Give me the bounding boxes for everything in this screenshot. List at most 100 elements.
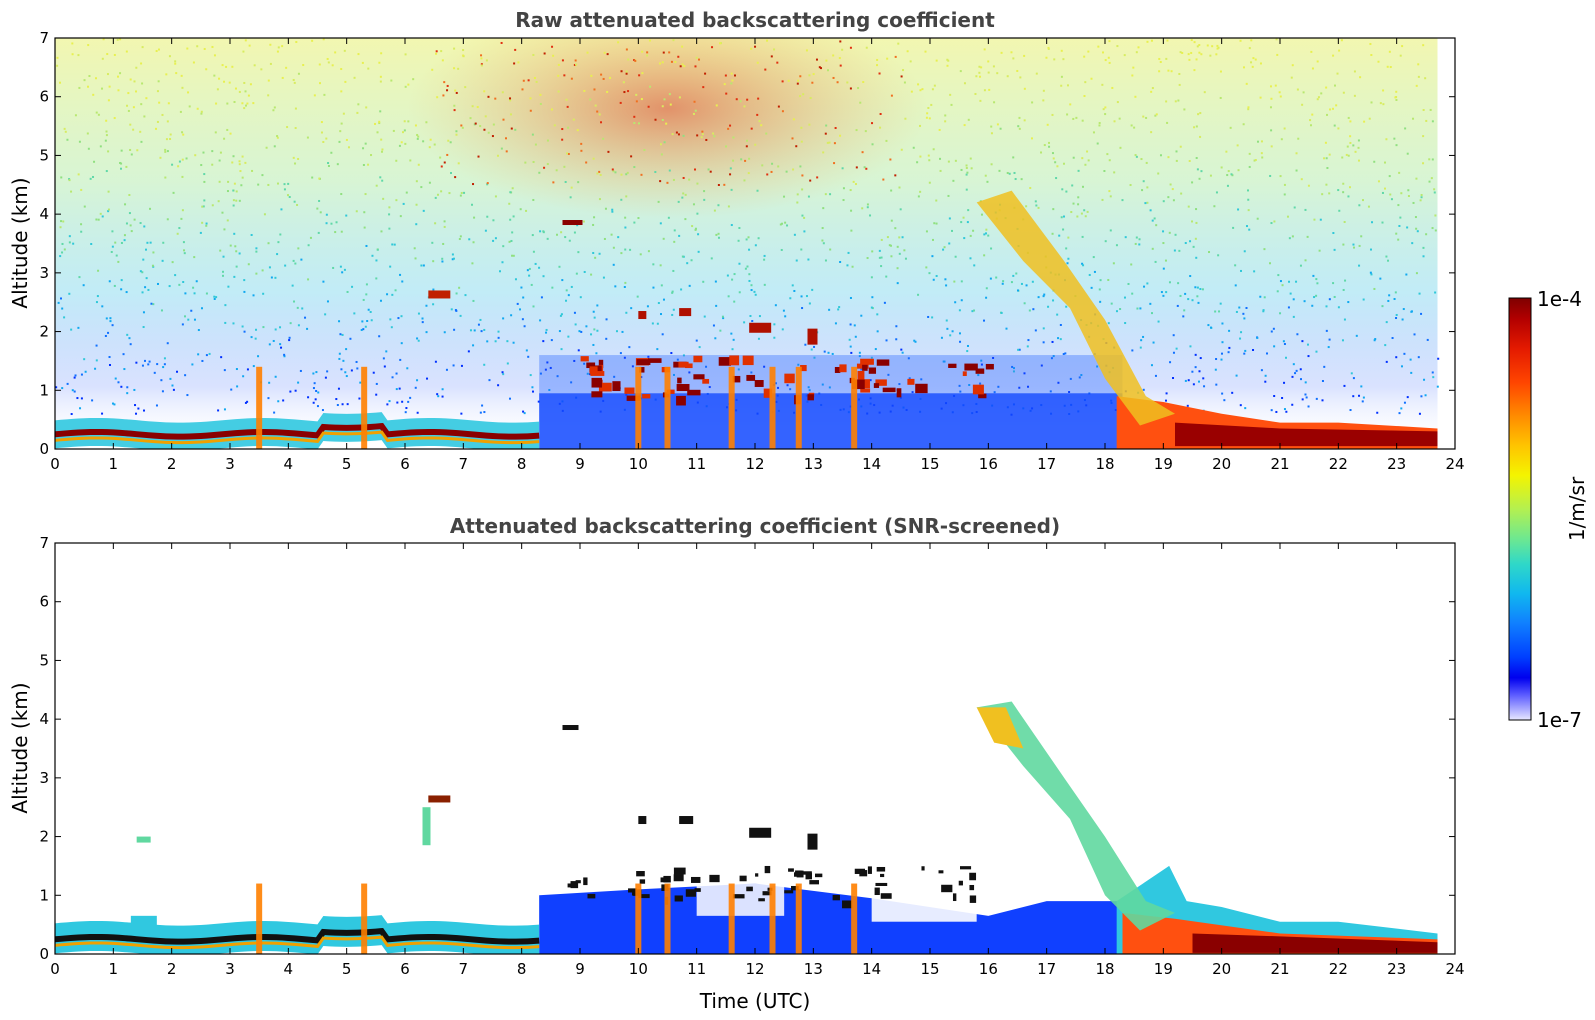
- noise-speck: [455, 133, 458, 136]
- noise-speck: [297, 324, 300, 327]
- noise-speck: [397, 317, 400, 320]
- noise-speck: [286, 126, 289, 129]
- noise-speck: [954, 301, 957, 304]
- noise-speck: [202, 205, 205, 208]
- noise-speck: [483, 128, 486, 131]
- noise-speck: [293, 200, 296, 203]
- noise-speck: [1027, 339, 1030, 342]
- noise-speck: [108, 85, 111, 88]
- noise-speck: [455, 91, 458, 94]
- x-tick-label: 11: [687, 960, 706, 978]
- noise-speck: [497, 336, 500, 339]
- noise-speck: [785, 170, 788, 173]
- x-tick-label: 5: [342, 455, 352, 473]
- noise-speck: [870, 306, 873, 309]
- noise-speck: [799, 165, 802, 168]
- noise-speck: [1406, 226, 1409, 229]
- noise-speck: [72, 242, 75, 245]
- noise-speck: [808, 389, 811, 392]
- noise-speck: [932, 238, 935, 241]
- noise-speck: [416, 379, 419, 382]
- noise-speck: [111, 402, 114, 405]
- noise-speck: [1124, 322, 1127, 325]
- noise-speck: [748, 279, 751, 282]
- noise-speck: [486, 183, 489, 186]
- low-cloud: [732, 375, 741, 383]
- noise-speck: [228, 81, 231, 84]
- noise-speck: [129, 78, 132, 81]
- elevated-cloud: [428, 795, 451, 803]
- noise-speck: [1388, 294, 1391, 297]
- noise-speck: [202, 151, 205, 154]
- noise-speck: [101, 412, 104, 415]
- noise-speck: [344, 371, 347, 374]
- noise-speck: [822, 207, 825, 210]
- noise-speck: [166, 150, 169, 153]
- noise-speck: [494, 237, 497, 240]
- noise-speck: [1198, 51, 1201, 54]
- noise-speck: [876, 64, 879, 67]
- cloud-top: [746, 886, 753, 892]
- elevated-cloud: [749, 322, 772, 333]
- noise-speck: [436, 193, 439, 196]
- noise-speck: [745, 238, 748, 241]
- noise-speck: [502, 317, 505, 320]
- noise-speck: [764, 68, 767, 71]
- low-cloud: [591, 377, 603, 388]
- noise-speck: [1056, 165, 1059, 168]
- noise-speck: [928, 181, 931, 184]
- noise-speck: [64, 130, 67, 133]
- noise-speck: [364, 325, 367, 328]
- noise-speck: [776, 61, 779, 64]
- x-tick-label: 17: [1037, 455, 1056, 473]
- noise-speck: [750, 284, 753, 287]
- noise-speck: [59, 297, 62, 300]
- noise-speck: [1291, 235, 1294, 238]
- noise-speck: [1189, 240, 1192, 243]
- noise-speck: [1157, 172, 1160, 175]
- noise-speck: [1355, 334, 1358, 337]
- noise-speck: [680, 288, 683, 291]
- noise-speck: [1413, 333, 1416, 336]
- noise-speck: [521, 318, 524, 321]
- noise-speck: [841, 48, 844, 51]
- noise-speck: [1052, 208, 1055, 211]
- noise-speck: [255, 250, 258, 253]
- noise-speck: [528, 267, 531, 270]
- noise-speck: [1018, 127, 1021, 130]
- noise-speck: [1252, 57, 1255, 60]
- noise-speck: [1297, 137, 1300, 140]
- noise-speck: [508, 240, 511, 243]
- noise-speck: [106, 53, 109, 56]
- noise-speck: [1316, 282, 1319, 285]
- noise-speck: [117, 260, 120, 263]
- noise-speck: [400, 315, 403, 318]
- noise-speck: [1412, 201, 1415, 204]
- x-tick-label: 7: [459, 960, 469, 978]
- noise-speck: [1186, 404, 1189, 407]
- noise-speck: [395, 388, 398, 391]
- noise-speck: [739, 100, 742, 103]
- noise-speck: [705, 138, 708, 141]
- noise-speck: [1181, 51, 1184, 54]
- noise-speck: [370, 154, 373, 157]
- low-cloud: [678, 361, 689, 368]
- noise-speck: [205, 68, 208, 71]
- noise-speck: [987, 60, 990, 63]
- y-tick-label: 7: [39, 534, 49, 552]
- x-tick-label: 11: [687, 455, 706, 473]
- noise-speck: [647, 250, 650, 253]
- noise-speck: [292, 78, 295, 81]
- noise-speck: [661, 118, 664, 121]
- noise-speck: [238, 90, 241, 93]
- x-tick-label: 20: [1212, 960, 1231, 978]
- noise-speck: [730, 224, 733, 227]
- noise-speck: [1040, 151, 1043, 154]
- noise-speck: [1352, 144, 1355, 147]
- noise-speck: [146, 241, 149, 244]
- noise-speck: [205, 224, 208, 227]
- cloud-top: [867, 866, 872, 874]
- noise-speck: [839, 260, 842, 263]
- noise-speck: [1247, 198, 1250, 201]
- noise-speck: [1135, 51, 1138, 54]
